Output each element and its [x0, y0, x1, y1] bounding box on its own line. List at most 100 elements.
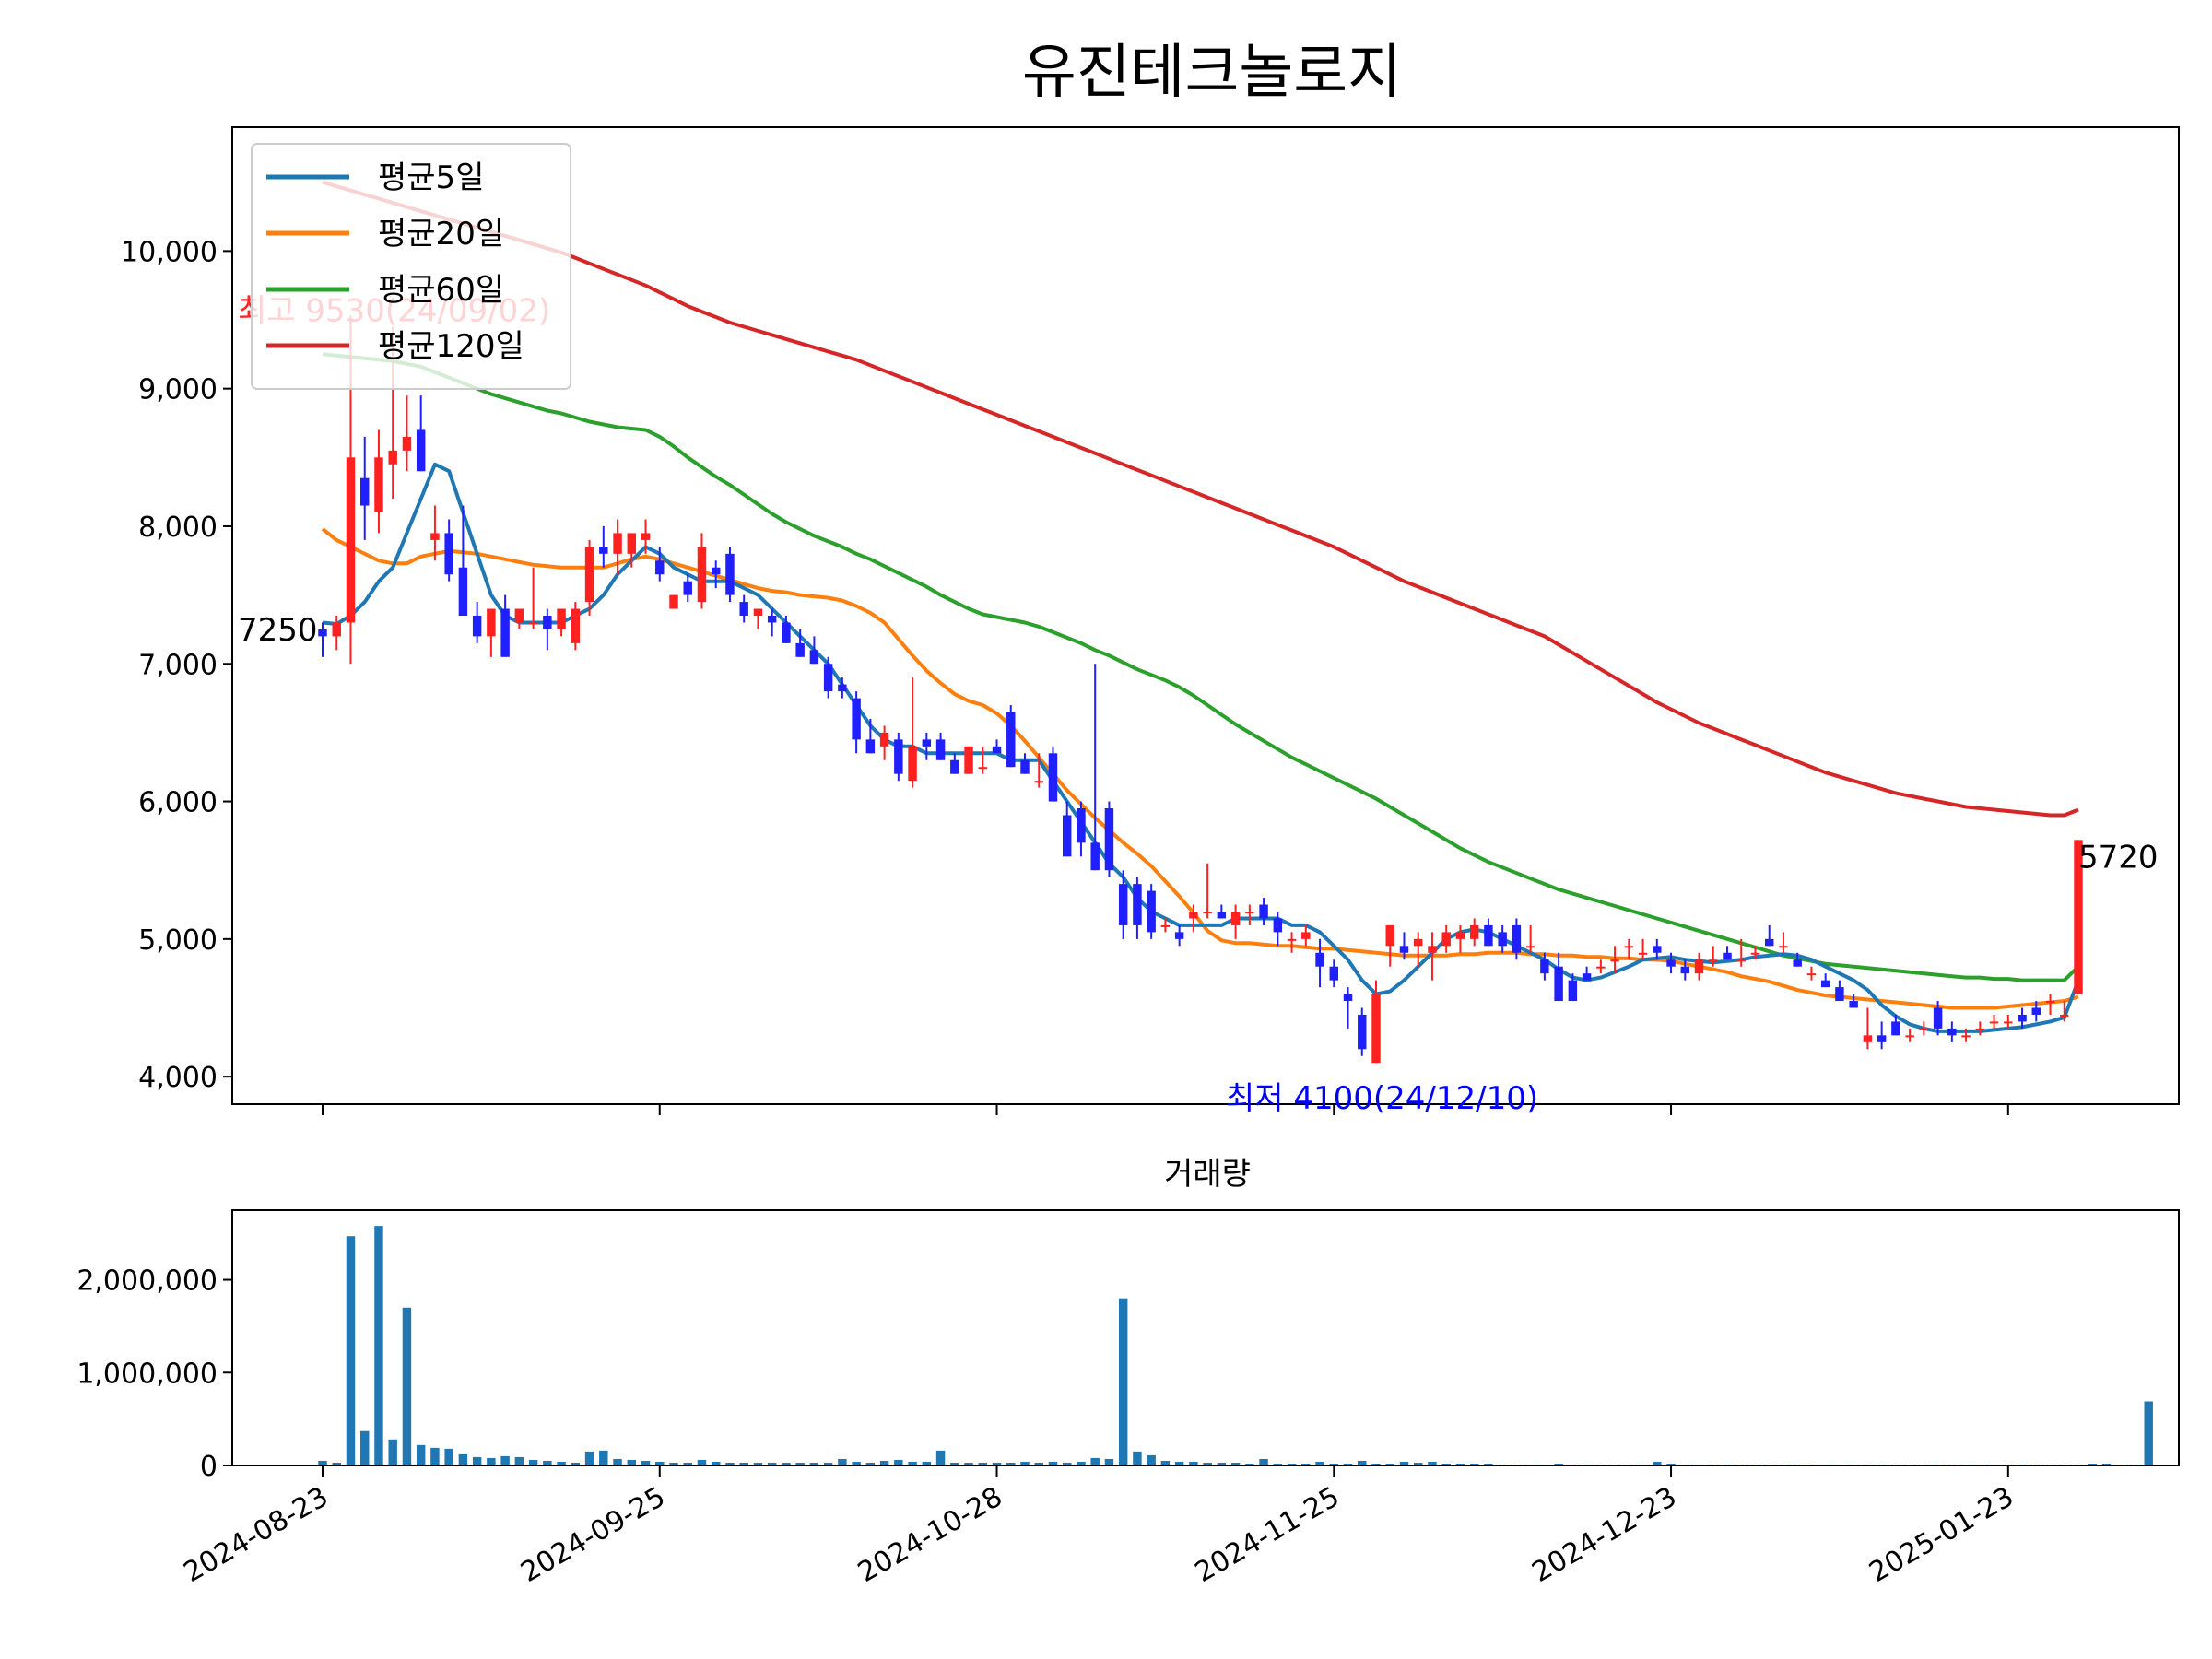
candle-body: [1653, 946, 1662, 953]
candle-body: [1582, 973, 1592, 981]
candle-body: [1343, 994, 1353, 1002]
volume-bar: [1371, 1463, 1381, 1465]
volume-bar: [1020, 1461, 1030, 1465]
volume-bar: [964, 1462, 973, 1465]
volume-bar: [1259, 1458, 1268, 1465]
volume-bar: [683, 1462, 692, 1465]
candle-body: [1048, 753, 1058, 802]
candle-body: [1835, 987, 1844, 1002]
candle-body: [992, 746, 1002, 754]
volume-bar: [1428, 1461, 1437, 1465]
candle-body: [1554, 966, 1563, 1002]
candle-body: [838, 684, 847, 692]
volume-bar: [894, 1459, 903, 1465]
volume-bar: [1118, 1298, 1128, 1465]
volume-bar: [2144, 1401, 2153, 1465]
volume-bar: [571, 1462, 581, 1465]
candle-body: [1147, 890, 1156, 933]
candle-body: [571, 608, 581, 643]
candle-body: [1610, 959, 1619, 962]
volume-bar: [767, 1462, 777, 1465]
candle-body: [627, 533, 637, 554]
volume-panel-frame: [231, 1209, 2180, 1466]
candle-body: [402, 436, 412, 451]
candle-body: [1525, 946, 1535, 948]
candle-body: [1877, 1035, 1887, 1042]
volume-bar: [1077, 1461, 1086, 1465]
volume-bar: [950, 1462, 959, 1465]
candle-body: [879, 732, 889, 747]
candle-body: [978, 767, 988, 770]
volume-bar: [1104, 1458, 1114, 1465]
candle-body: [1133, 884, 1142, 925]
candle-body: [1020, 759, 1030, 774]
volume-title: 거래량: [1164, 1156, 1251, 1193]
volume-bar: [711, 1461, 721, 1465]
candle-body: [669, 594, 678, 609]
candle-body: [1273, 918, 1283, 933]
candle-body: [908, 746, 917, 782]
candle-body: [346, 457, 356, 623]
volume-bar: [1399, 1461, 1409, 1465]
candle-body: [1863, 1035, 1873, 1042]
date-tick-label: 2024-11-25: [1190, 1481, 1345, 1589]
candle-body: [584, 547, 594, 603]
candle-body: [711, 567, 721, 575]
volume-bar: [1287, 1463, 1297, 1465]
volume-bars: [318, 1226, 2153, 1465]
candle-body: [1736, 959, 1746, 962]
last-close-label: 5720: [2078, 839, 2159, 876]
candle-body: [1287, 938, 1297, 941]
volume-bar: [1245, 1463, 1254, 1465]
volume-bar: [402, 1307, 412, 1465]
volume-bar: [528, 1459, 538, 1465]
candle-body: [1245, 911, 1254, 913]
volume-bar: [992, 1462, 1002, 1465]
volume-bar: [332, 1462, 341, 1465]
candle-body: [767, 616, 777, 623]
date-tick-label: 2024-09-25: [515, 1481, 670, 1589]
volume-bar: [1174, 1461, 1184, 1465]
volume-bar: [1413, 1462, 1423, 1465]
candle-body: [1034, 781, 1043, 783]
candle-body: [1189, 911, 1198, 919]
candle-body: [1160, 924, 1171, 927]
candle-body: [1694, 959, 1704, 974]
ma-line-ma5: [322, 462, 2080, 1033]
candle-body: [1919, 1028, 1929, 1030]
candle-body: [2018, 1014, 2027, 1022]
volume-bar: [430, 1447, 440, 1465]
candle-body: [1469, 924, 1479, 939]
candle-body: [950, 759, 959, 774]
candle-body: [430, 533, 440, 540]
candle-body: [416, 429, 426, 472]
candle-body: [2004, 1021, 2013, 1024]
candle-body: [1638, 952, 1648, 955]
volume-bar: [1062, 1462, 1072, 1465]
volume-bar: [1455, 1463, 1465, 1465]
candle-body: [1764, 938, 1774, 947]
candle-body: [1933, 1007, 1943, 1029]
chart-title: 유진테크놀로지: [1022, 39, 1402, 107]
volume-bar: [1034, 1462, 1043, 1465]
volume-bar: [753, 1462, 763, 1465]
volume-bar: [1666, 1463, 1676, 1465]
candle-body: [2045, 1001, 2055, 1004]
candle-body: [1793, 959, 1802, 967]
volume-bar: [922, 1461, 932, 1465]
candle-body: [1358, 1014, 1367, 1050]
price-tick-label: 8,000: [138, 512, 218, 544]
ma-line-ma60: [322, 352, 2080, 982]
candle-body: [1062, 815, 1072, 857]
candle-body: [1709, 959, 1718, 962]
volume-bar: [627, 1459, 637, 1465]
candle-body: [922, 739, 932, 747]
ma-line-ma20: [321, 527, 2079, 1010]
candle-body: [1540, 959, 1549, 974]
legend-label: 평균60일: [378, 272, 504, 309]
candle-body: [795, 642, 805, 657]
candle-body: [599, 547, 608, 554]
candle-body: [739, 602, 748, 616]
candle-body: [683, 581, 692, 595]
